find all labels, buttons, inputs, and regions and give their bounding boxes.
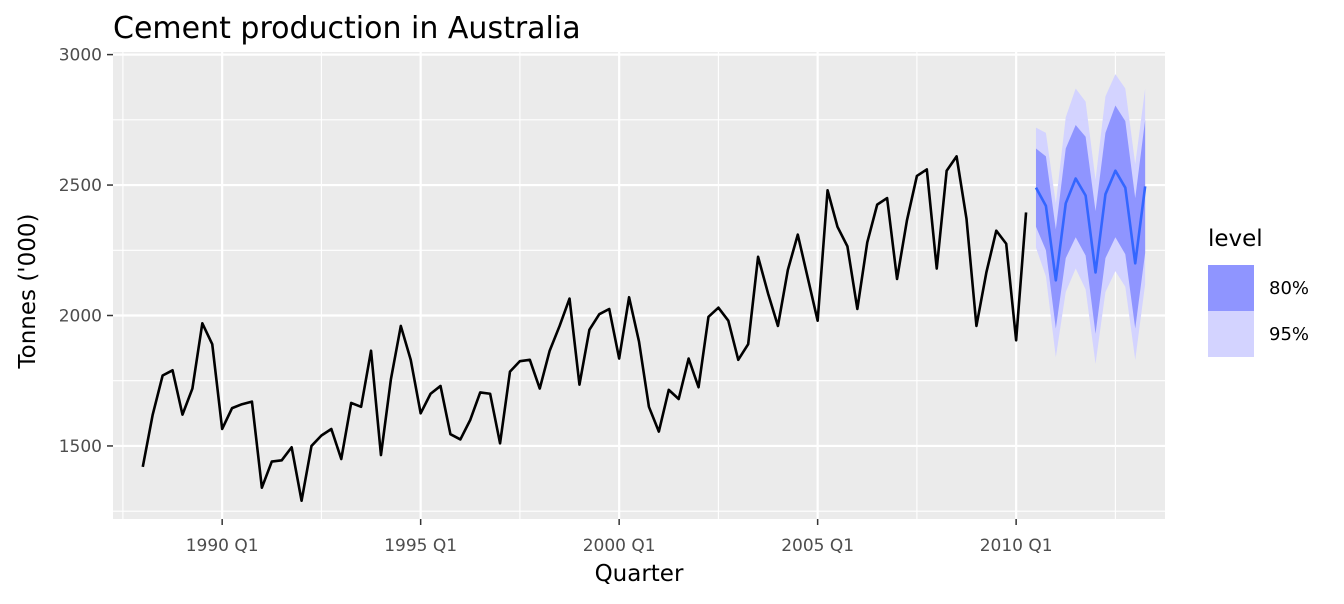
legend-label: 80%	[1269, 278, 1309, 299]
forecast-line	[1034, 169, 1147, 282]
series-lines	[141, 155, 1147, 503]
x-tick-label: 2000 Q1	[583, 536, 656, 556]
band-80	[1035, 105, 1146, 334]
x-tick-label: 1995 Q1	[384, 536, 457, 556]
legend-label: 95%	[1269, 324, 1309, 345]
forecast-bands	[1035, 74, 1146, 364]
grid-major	[113, 52, 1165, 519]
x-axis: 1990 Q1 1995 Q1 2000 Q1 2005 Q1 2010 Q1	[186, 519, 1053, 556]
legend-key-80	[1208, 265, 1254, 311]
y-axis: 1500 2000 2500 3000	[59, 46, 113, 457]
legend: level 80% 95%	[1208, 226, 1309, 357]
legend-key-95	[1208, 311, 1254, 357]
y-tick-label: 3000	[59, 46, 102, 66]
x-tick-label: 1990 Q1	[186, 536, 259, 556]
chart-title: Cement production in Australia	[113, 11, 581, 46]
history-line	[141, 155, 1028, 503]
x-axis-title: Quarter	[595, 561, 684, 587]
legend-title: level	[1208, 226, 1263, 252]
x-tick-label: 2005 Q1	[781, 536, 854, 556]
plot-panel	[113, 52, 1165, 519]
y-tick-label: 1500	[59, 437, 102, 457]
y-tick-label: 2000	[59, 307, 102, 327]
x-tick-label: 2010 Q1	[980, 536, 1053, 556]
y-axis-title: Tonnes ('000)	[15, 214, 41, 370]
y-tick-label: 2500	[59, 176, 102, 196]
